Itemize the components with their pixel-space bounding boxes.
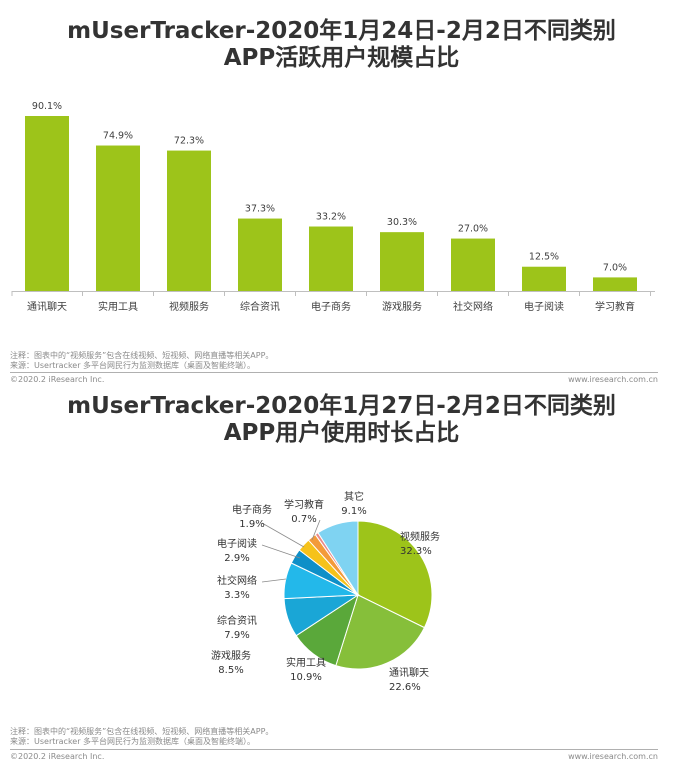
bar (593, 277, 637, 291)
pie-chart-title: mUserTracker-2020年1月27日-2月2日不同类别 APP用户使用… (0, 393, 683, 447)
bar-chart-title-line2: APP活跃用户规模占比 (223, 45, 460, 71)
pie-slice (357, 520, 433, 629)
bar-chart-note: 注释：图表中的“视频服务”包含在线视频、短视频、网络直播等相关APP。 (10, 351, 274, 360)
pie-slice-value-label: 10.9% (290, 672, 322, 683)
pie-chart-copyright: ©2020.2 iResearch Inc. (10, 752, 105, 761)
x-axis-category-label: 视频服务 (169, 300, 209, 313)
pie-slice-name-label: 电子阅读 (217, 537, 257, 550)
bar-value-label: 12.5% (529, 252, 559, 263)
pie-leader-line (261, 522, 305, 548)
x-axis-category-label: 综合资讯 (240, 300, 280, 313)
bar-value-label: 37.3% (245, 204, 275, 215)
pie-leader-line (311, 519, 321, 541)
bar (96, 145, 140, 291)
bar (167, 150, 211, 291)
x-axis-category-label: 电子阅读 (524, 300, 564, 313)
x-axis-category-label: 电子商务 (311, 300, 351, 313)
pie-slice-name-label: 视频服务 (400, 530, 440, 543)
pie-slice-value-label: 32.3% (400, 546, 432, 557)
bar-value-label: 72.3% (174, 136, 204, 147)
pie-chart-title-line2: APP用户使用时长占比 (223, 420, 460, 446)
bar-value-label: 27.0% (458, 224, 488, 235)
x-axis-category-label: 游戏服务 (382, 300, 422, 313)
bar (522, 266, 566, 291)
pie-slice-name-label: 电子商务 (232, 503, 272, 516)
pie-chart-title-line1: mUserTracker-2020年1月27日-2月2日不同类别 (67, 393, 616, 419)
pie-slice-name-label: 学习教育 (284, 498, 324, 511)
bar (380, 232, 424, 291)
pie-chart-footer: ©2020.2 iResearch Inc. www.iresearch.com… (10, 749, 658, 761)
bar-chart-title-line1: mUserTracker-2020年1月24日-2月2日不同类别 (67, 18, 616, 44)
pie-slice-value-label: 0.7% (291, 514, 316, 525)
pie-leader-line (261, 578, 287, 583)
pie-slice-name-label: 通讯聊天 (389, 666, 429, 679)
bar-value-label: 30.3% (387, 217, 417, 228)
pie-slice-value-label: 9.1% (341, 506, 366, 517)
bar-chart-website: www.iresearch.com.cn (568, 375, 658, 384)
x-axis-category-label: 社交网络 (453, 300, 493, 313)
bar-value-label: 7.0% (603, 262, 627, 273)
bar-value-label: 90.1% (32, 101, 62, 112)
pie-slice-name-label: 社交网络 (217, 574, 257, 587)
pie-slice (335, 594, 426, 670)
pie-slice-value-label: 3.3% (224, 590, 249, 601)
bar-chart: 90.1% 通讯聊天 74.9% 实用工具 72.3% 视频服务 37.3% 综合资讯 33.2… (11, 101, 655, 313)
bar (238, 218, 282, 291)
bar-chart-title: mUserTracker-2020年1月24日-2月2日不同类别 APP活跃用户… (0, 18, 683, 72)
pie-slice-name-label: 实用工具 (286, 656, 326, 669)
pie-chart-note: 注释：图表中的“视频服务”包含在线视频、短视频、网络直播等相关APP。 (10, 727, 274, 736)
x-axis-category-label: 实用工具 (98, 300, 138, 313)
pie-slice-name-label: 游戏服务 (211, 649, 251, 662)
pie-slice-name-label: 其它 (344, 490, 364, 503)
pie-slice-value-label: 8.5% (218, 665, 243, 676)
pie-slice-value-label: 1.9% (239, 519, 264, 530)
x-axis-category-label: 通讯聊天 (27, 300, 67, 313)
bar-value-label: 74.9% (103, 131, 133, 142)
bar (451, 238, 495, 291)
pie-slice-value-label: 2.9% (224, 553, 249, 564)
pie-slice-name-label: 综合资讯 (217, 614, 257, 627)
bar-chart-source: 来源：Usertracker 多平台网民行为监测数据库（桌面及智能终端）。 (10, 361, 256, 370)
bar-value-label: 33.2% (316, 212, 346, 223)
x-axis-category-label: 学习教育 (595, 300, 635, 313)
pie-slice-value-label: 7.9% (224, 630, 249, 641)
bar (309, 226, 353, 291)
pie-chart-website: www.iresearch.com.cn (568, 752, 658, 761)
bar (25, 116, 69, 291)
pie-slice (317, 520, 359, 597)
bar-chart-copyright: ©2020.2 iResearch Inc. (10, 375, 105, 384)
bar-chart-footer: ©2020.2 iResearch Inc. www.iresearch.com… (10, 372, 658, 384)
pie-chart-source: 来源：Usertracker 多平台网民行为监测数据库（桌面及智能终端）。 (10, 737, 256, 746)
pie-leader-line (261, 544, 301, 559)
pie-slice-value-label: 22.6% (389, 682, 421, 693)
